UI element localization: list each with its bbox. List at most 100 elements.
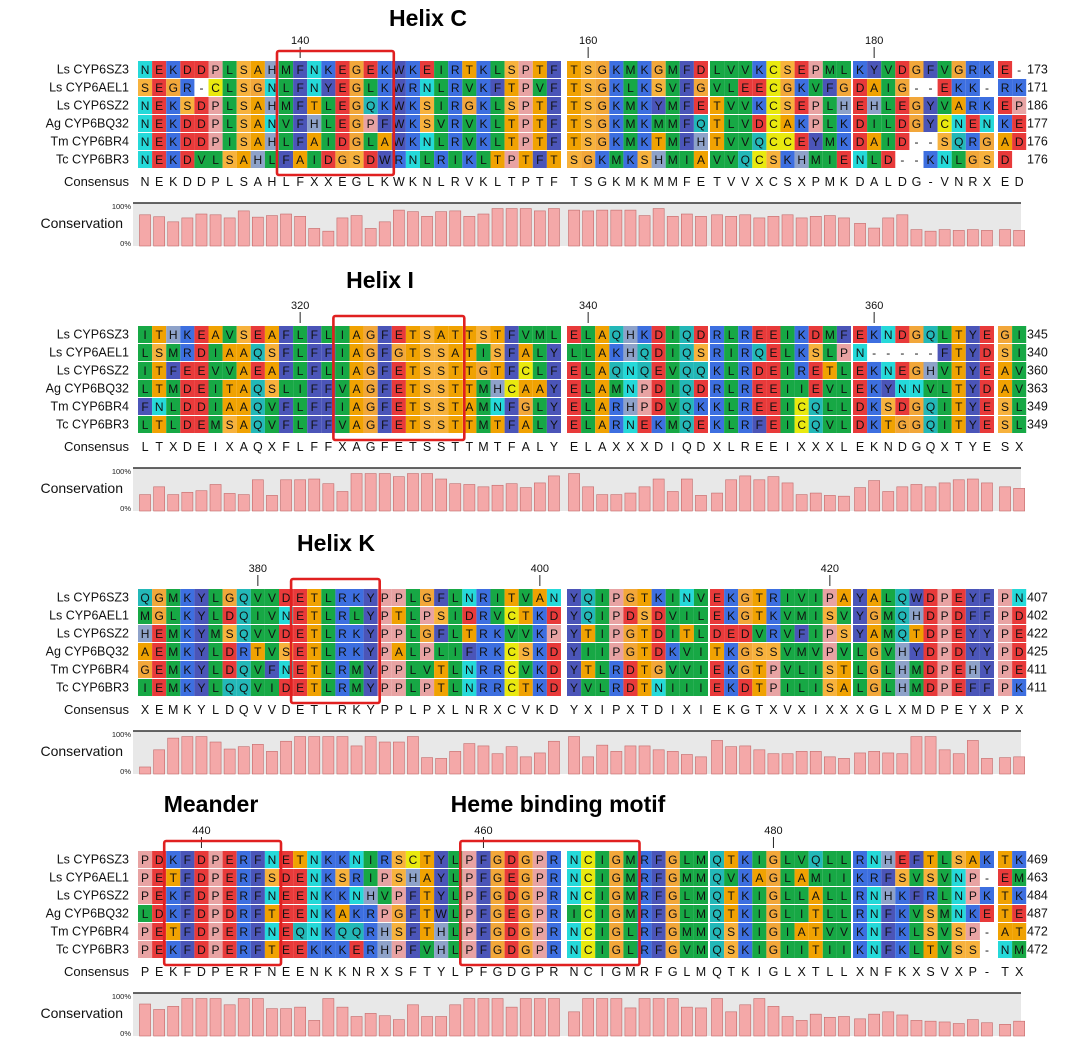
residue-letter: H [884, 853, 893, 867]
conservation-bar [711, 740, 723, 775]
consensus-residue: A [254, 175, 263, 189]
residue-letter: R [479, 681, 488, 695]
residue-letter: V [941, 63, 949, 77]
consensus-residue: H [267, 175, 276, 189]
residue-letter: E [155, 99, 163, 113]
conservation-bar [505, 746, 518, 775]
residue-letter: K [169, 889, 177, 903]
residue-cell [867, 97, 882, 114]
consensus-residue: E [296, 965, 304, 979]
residue-letter: Y [570, 645, 578, 659]
residue-letter: P [141, 889, 149, 903]
residue-letter: N [870, 925, 879, 939]
residue-letter: C [769, 63, 778, 77]
residue-letter: G [769, 889, 778, 903]
residue-letter: R [366, 943, 375, 957]
residue-letter: K [1001, 117, 1009, 131]
consensus-residue: I [786, 440, 789, 454]
residue-letter: R [479, 663, 488, 677]
residue-letter: V [741, 99, 749, 113]
residue-letter: Q [682, 328, 691, 342]
residue-cell [307, 97, 322, 114]
residue-letter: I [454, 645, 457, 659]
sequence-row: Tc CYP6BR3 N E K D V L S A H L F A I D G S D W R N L R I K L T P T F T… [56, 151, 1048, 168]
residue-letter: E [282, 889, 290, 903]
residue-letter: P [381, 681, 389, 695]
residue-cell [780, 97, 795, 114]
consensus-label: Consensus [64, 964, 130, 979]
conservation-bar [421, 216, 433, 247]
residue-letter: N [310, 63, 319, 77]
residue-cell [448, 79, 463, 96]
residue-letter: G [366, 382, 375, 396]
residue-letter: V [941, 364, 949, 378]
residue-cell [637, 115, 652, 132]
residue-letter: V [713, 81, 721, 95]
residue-letter: L [325, 609, 332, 623]
residue-letter: Y [655, 99, 663, 113]
residue-letter: F [184, 853, 191, 867]
residue-letter: G [169, 81, 178, 95]
residue-letter: D [282, 681, 291, 695]
residue-letter: S [240, 99, 248, 113]
residue-letter: E [282, 943, 290, 957]
conservation-bar [680, 754, 693, 775]
residue-letter: F [296, 63, 303, 77]
residue-letter: E [798, 99, 806, 113]
consensus-residue: L [494, 175, 501, 189]
residue-letter: V [282, 117, 290, 131]
residue-letter: I [341, 364, 344, 378]
residue-letter: R [640, 907, 649, 921]
conservation-bar [795, 217, 808, 247]
conservation-bar [624, 745, 637, 775]
conservation-bar [767, 753, 780, 775]
consensus-residue: S [783, 175, 791, 189]
consensus-residue: M [911, 703, 921, 717]
percent-0-label: 0% [120, 1029, 131, 1038]
residue-letter: G [869, 645, 878, 659]
residue-letter: K [169, 99, 177, 113]
consensus-residue: Y [197, 703, 206, 717]
residue-letter: D [856, 135, 865, 149]
residue-letter: R [239, 871, 248, 885]
residue-letter: K [169, 853, 177, 867]
residue-letter: P [367, 117, 375, 131]
residue-letter: Q [696, 117, 705, 131]
residue-cell [808, 115, 823, 132]
conservation-bar [739, 475, 752, 512]
residue-letter: S [727, 943, 735, 957]
residue-letter: Q [225, 681, 234, 695]
conservation-bar [195, 490, 208, 512]
residue-cell [363, 79, 378, 96]
residue-letter: N [268, 117, 277, 131]
residue-cell [321, 133, 336, 150]
residue-letter: G [253, 81, 262, 95]
consensus-residue: W [393, 175, 405, 189]
residue-letter: D [225, 645, 234, 659]
residue-letter: D [954, 645, 963, 659]
residue-letter: S [697, 346, 705, 360]
consensus-residue: L [297, 440, 304, 454]
residue-letter: K [713, 418, 721, 432]
residue-cell [180, 61, 195, 78]
conservation-bar [725, 479, 737, 512]
residue-letter: K [955, 81, 963, 95]
residue-letter: I [842, 943, 845, 957]
residue-cell [951, 133, 966, 150]
residue-letter: T [466, 364, 474, 378]
residue-letter: R [550, 889, 559, 903]
residue-letter: E [856, 364, 864, 378]
residue-letter: P [536, 943, 544, 957]
residue-cell [881, 79, 896, 96]
residue-letter: C [783, 135, 792, 149]
residue-letter: N [940, 153, 949, 167]
consensus-residue: I [699, 703, 702, 717]
residue-letter: P [395, 591, 403, 605]
conservation-bar [336, 736, 349, 775]
residue-letter: G [225, 591, 234, 605]
residue-letter: L [941, 328, 948, 342]
consensus-residue: I [671, 703, 674, 717]
residue-letter: T [756, 609, 764, 623]
consensus-residue: K [409, 175, 418, 189]
residue-letter: A [870, 627, 878, 641]
